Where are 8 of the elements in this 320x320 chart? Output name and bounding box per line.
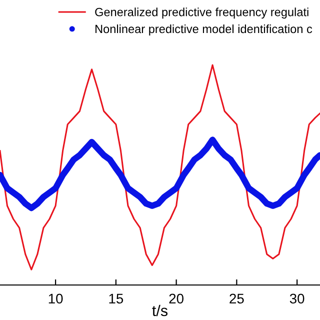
x-tick-label: 10: [48, 294, 63, 304]
x-tick-label: 30: [290, 294, 304, 304]
legend-label: Generalized predictive frequency regulati: [95, 8, 308, 19]
x-tick-label: 20: [169, 294, 184, 304]
x-tick-label: 25: [230, 294, 244, 304]
legend-label: Nonlinear predictive model identification c: [96, 24, 312, 36]
x-axis-title: t/s: [152, 304, 168, 316]
x-tick-label: 15: [109, 294, 124, 304]
